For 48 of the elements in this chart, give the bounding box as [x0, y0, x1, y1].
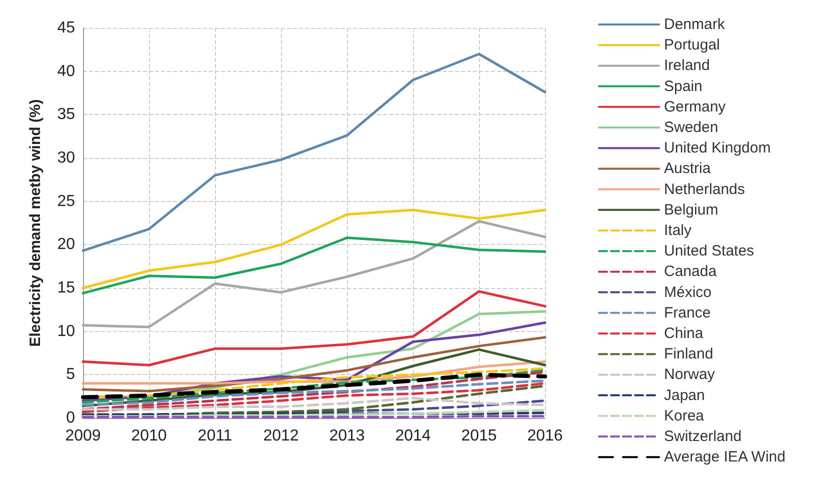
- legend-label: Korea: [664, 407, 705, 424]
- legend-label: Portugal: [664, 36, 720, 54]
- line-series: [82, 290, 546, 366]
- line-series: [82, 52, 546, 252]
- legend-label: Belgium: [664, 201, 718, 218]
- y-tick-label: 20: [57, 236, 76, 254]
- legend-label: France: [664, 304, 711, 322]
- y-tick-label: 25: [57, 192, 76, 210]
- x-tick-label: 2013: [329, 428, 365, 444]
- y-tick-label: 40: [57, 62, 76, 80]
- legend-label: Denmark: [664, 16, 726, 33]
- legend-label: United States: [664, 242, 754, 260]
- legend-label: Norway: [664, 366, 716, 384]
- legend-label: Japan: [664, 386, 705, 404]
- legend-label: United Kingdom: [664, 140, 771, 157]
- y-tick-label: 30: [57, 150, 76, 166]
- legend-label: Netherlands: [664, 180, 745, 198]
- y-axis-title: Electricity demand metby wind (%): [27, 99, 44, 347]
- legend-label: Italy: [664, 222, 692, 239]
- y-tick-label: 5: [66, 366, 76, 384]
- legend-label: Ireland: [664, 57, 710, 74]
- line-series: [82, 236, 546, 294]
- legend-label: Average IEA Wind: [664, 448, 786, 466]
- x-tick-label: 2014: [395, 428, 431, 444]
- x-tick-label: 2012: [263, 428, 299, 444]
- legend-label: México: [664, 284, 712, 301]
- x-tick-label: 2010: [131, 428, 167, 444]
- line-series: [82, 220, 546, 328]
- x-tick-label: 2015: [461, 428, 497, 444]
- legend-label: Switzerland: [664, 428, 742, 445]
- legend-label: Sweden: [664, 119, 718, 136]
- y-tick-label: 0: [66, 410, 76, 426]
- legend-label: Spain: [664, 78, 702, 95]
- x-tick-label: 2016: [527, 428, 563, 444]
- y-tick-label: 15: [57, 280, 76, 296]
- y-tick-label: 45: [57, 20, 76, 36]
- x-tick-label: 2009: [65, 428, 101, 444]
- line-series: [82, 208, 546, 290]
- legend-label: Germany: [664, 98, 726, 116]
- legend-label: Canada: [664, 263, 718, 280]
- legend-label: China: [664, 325, 704, 342]
- line-series: [82, 336, 546, 392]
- x-tick-label: 2011: [198, 428, 232, 444]
- legend-label: Austria: [664, 160, 712, 178]
- y-tick-label: 35: [57, 106, 76, 124]
- y-tick-label: 10: [57, 322, 76, 340]
- line-series: [82, 379, 546, 406]
- legend-label: Finland: [664, 346, 714, 363]
